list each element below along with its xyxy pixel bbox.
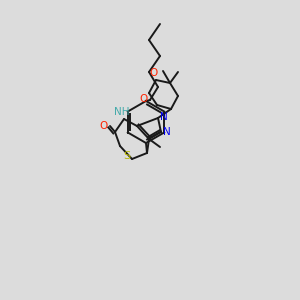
Text: N: N — [163, 127, 171, 137]
Text: O: O — [100, 121, 108, 131]
Text: N: N — [160, 112, 168, 122]
Text: O: O — [139, 94, 147, 104]
Text: O: O — [150, 68, 158, 78]
Text: NH: NH — [114, 107, 130, 117]
Text: S: S — [123, 151, 130, 161]
